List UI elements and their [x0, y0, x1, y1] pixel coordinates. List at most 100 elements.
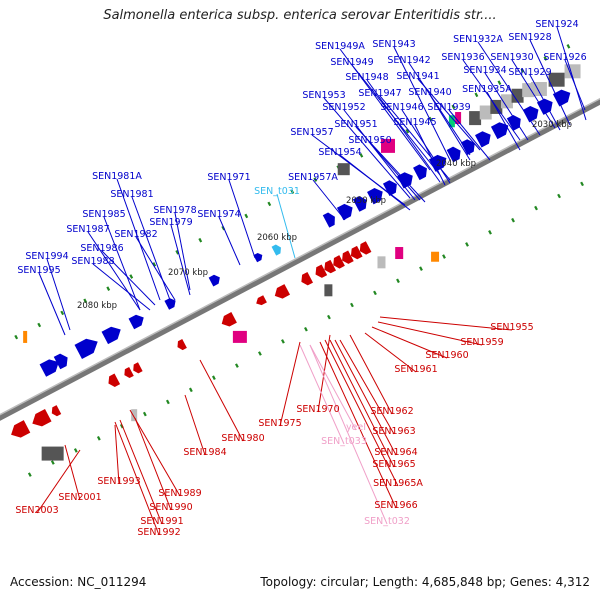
- forward-gene-label: SEN1940: [408, 87, 451, 98]
- gc-box: [511, 88, 524, 103]
- leader-line: [408, 62, 471, 156]
- reverse-gene-arrow: [221, 312, 237, 327]
- leader-line: [174, 212, 191, 291]
- forward-gene-arrow: [522, 106, 539, 123]
- leader-line: [349, 334, 393, 415]
- leader-line: [101, 250, 156, 306]
- pink-feature: [455, 112, 462, 125]
- leader-line: [511, 59, 556, 129]
- reverse-gene-arrow: [333, 255, 345, 269]
- gene-features: [11, 64, 581, 461]
- scale-tick: [198, 237, 203, 243]
- forward-gene-arrow: [446, 146, 461, 163]
- reverse-gene-arrow: [32, 409, 52, 427]
- ruler-label: 2050 kbp: [346, 196, 386, 206]
- reverse-gene-arrow: [315, 264, 328, 278]
- reverse-gene-label: SEN1980: [221, 433, 264, 444]
- leader-line: [38, 272, 66, 336]
- leader-line: [339, 154, 411, 211]
- forward-gene-arrow: [336, 203, 353, 221]
- forward-gene-label: SEN1947: [358, 88, 401, 99]
- pseudogene-label: SEN_t033: [321, 436, 367, 447]
- pink-feature: [232, 330, 247, 343]
- forward-gene-arrow: [322, 212, 335, 228]
- ruler-label: 2070 kbp: [168, 268, 208, 278]
- reverse-gene-arrow: [342, 250, 354, 264]
- leader-line: [116, 178, 161, 301]
- forward-gene-label: SEN1957A: [288, 172, 338, 183]
- forward-gene-arrow: [382, 180, 397, 196]
- forward-gene-label: SEN1942: [387, 55, 430, 66]
- leader-line: [218, 216, 241, 266]
- leader-line: [309, 344, 388, 525]
- leader-line: [564, 59, 586, 111]
- scale-tick: [290, 189, 295, 195]
- leader-line: [64, 444, 81, 501]
- forward-gene-label: SEN1941: [396, 71, 439, 82]
- scale-tick: [281, 339, 285, 344]
- reverse-gene-label: SEN1990: [149, 502, 192, 513]
- scale-tick: [405, 128, 410, 134]
- scale-tick: [488, 230, 492, 235]
- leader-line: [199, 359, 244, 442]
- leader-line: [379, 316, 513, 331]
- forward-gene-label: SEN1949A: [315, 41, 365, 52]
- reverse-gene-arrow: [51, 405, 62, 417]
- scale-tick: [580, 181, 584, 187]
- scale-tick: [304, 326, 308, 332]
- gene-labels: 2030 kbp 2040 kbp 2050 kbp 2060 kbp 2070 kbp…: [15, 19, 586, 538]
- leader-line: [529, 39, 571, 126]
- reverse-gene-label: SEN1993: [97, 476, 140, 487]
- leader-line: [414, 124, 446, 186]
- trna-label: SEN_t031: [254, 186, 300, 197]
- forward-gene-label: SEN1928: [508, 32, 551, 43]
- reverse-gene-arrow: [324, 259, 337, 274]
- scale-tick: [73, 448, 78, 453]
- reverse-gene-label: SEN1965: [372, 459, 415, 470]
- leader-line: [323, 97, 411, 199]
- scale-tick: [50, 460, 55, 465]
- scale-tick: [474, 92, 479, 98]
- scale-tick: [152, 262, 157, 267]
- forward-gene-label: SEN1930: [490, 52, 533, 63]
- reverse-gene-arrow: [256, 295, 267, 306]
- reverse-gene-label: SEN1962: [370, 406, 413, 417]
- forward-gene-label: SEN1949: [330, 57, 373, 68]
- reverse-gene-arrow: [301, 271, 314, 286]
- scale-tick: [534, 205, 538, 211]
- reverse-gene-label: SEN2001: [58, 492, 101, 503]
- leader-line: [309, 344, 357, 431]
- forward-gene-label: SEN1935A: [462, 84, 512, 95]
- forward-gene-arrow: [460, 139, 475, 155]
- scale-tick: [373, 290, 377, 296]
- forward-gene-label: SEN1951: [334, 119, 377, 130]
- gc-box: [469, 111, 482, 126]
- scale-tick: [419, 266, 423, 271]
- gc-box: [41, 446, 64, 461]
- map-title: Salmonella enterica subsp. enterica sero…: [103, 8, 497, 23]
- forward-gene-arrow: [536, 98, 553, 115]
- pseudogene-label: yeeI: [346, 422, 366, 433]
- leader-line: [324, 339, 399, 487]
- leader-line: [366, 79, 441, 183]
- scale-tick: [327, 314, 331, 320]
- reverse-gene-label: SEN1975: [258, 418, 301, 429]
- leader-line: [339, 339, 395, 435]
- ruler-label: 2040 kbp: [436, 159, 476, 169]
- leader-line: [135, 236, 176, 301]
- gc-box: [500, 94, 513, 109]
- reverse-gene-label: SEN1961: [394, 364, 437, 375]
- forward-gene-arrow: [74, 338, 98, 360]
- scale-tick: [165, 399, 170, 405]
- leader-line: [114, 424, 120, 485]
- forward-gene-label: SEN1943: [372, 39, 415, 50]
- leader-line: [448, 109, 491, 161]
- forward-gene-label: SEN1979: [149, 217, 192, 228]
- scale-tick: [511, 217, 515, 223]
- leader-line: [114, 421, 160, 536]
- leader-line: [170, 224, 191, 296]
- scale-tick: [543, 56, 548, 61]
- scale-tick: [442, 254, 446, 259]
